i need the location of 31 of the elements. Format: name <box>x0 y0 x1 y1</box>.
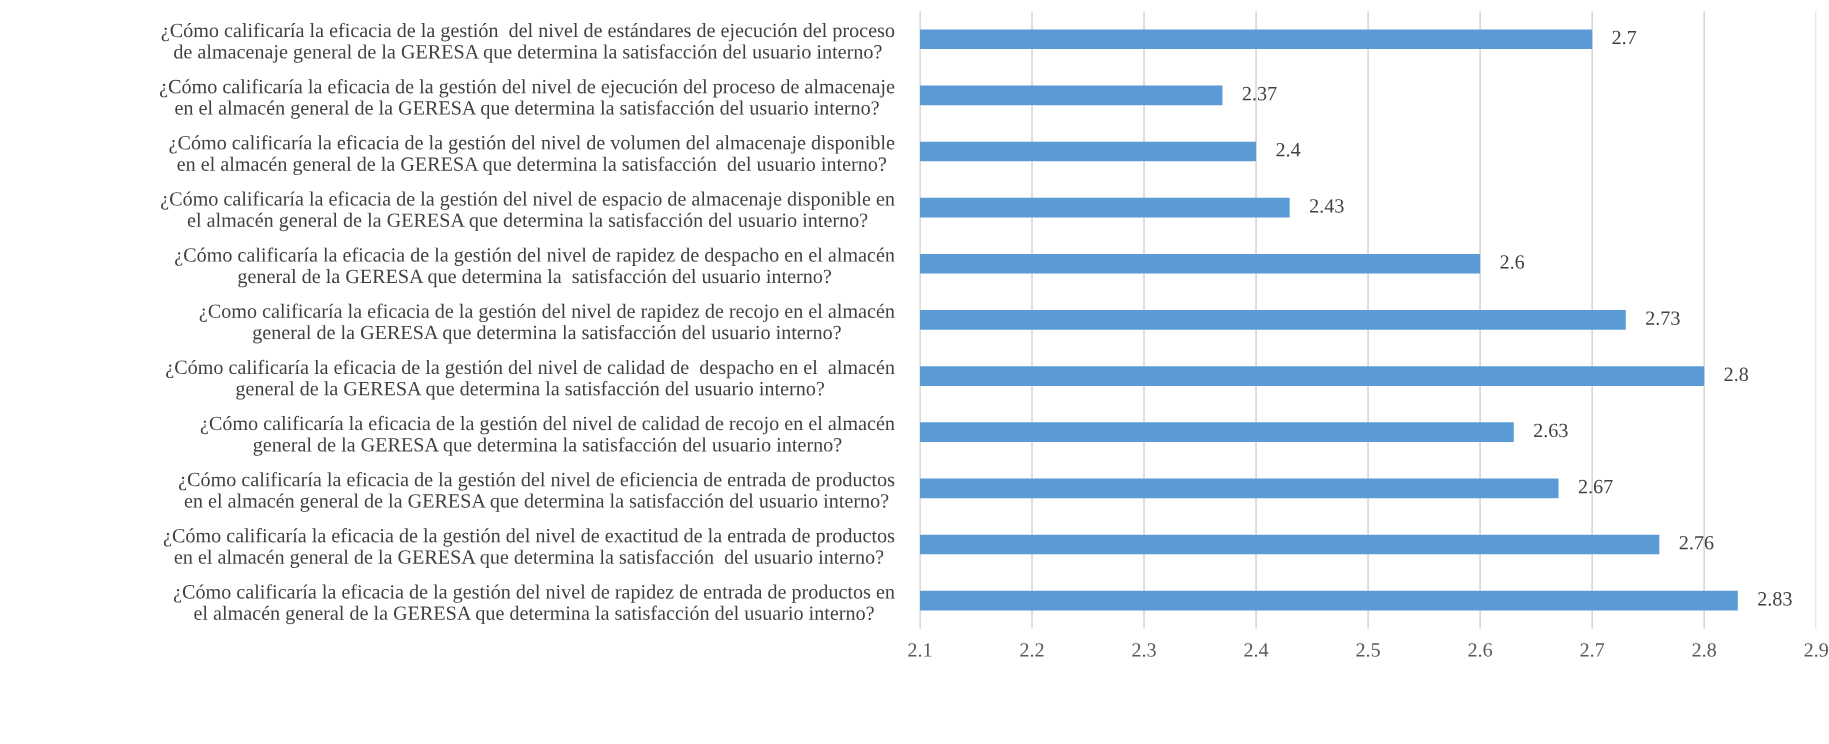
y-tick-label: ¿Cómo calificaría la eficacia de la gestión del nivel de eficiencia de entrada de productos en el almacén general de la GERESA que determina la satisfacción del usuario interno? <box>178 471 895 512</box>
data-label: 2.67 <box>1578 479 1613 494</box>
y-tick-label: ¿Cómo calificaría la eficacia de la gestión del nivel de rapidez de entrada de productos en el almacén general de la GERESA que determina la satisfacción del usuario interno? <box>173 584 895 625</box>
data-label: 2.76 <box>1679 535 1714 550</box>
y-tick-label: ¿Cómo calificaría la eficacia de la gestión del nivel de calidad de recojo en el almacén general de la GERESA que determina la satisfacción del usuario interno? <box>200 415 895 456</box>
data-label: 2.63 <box>1534 423 1568 438</box>
data-label: 2.8 <box>1724 367 1749 382</box>
y-tick-label: ¿Cómo calificaría la eficacia de la gestión del nivel de calidad de despacho en el almacén general de la GERESA que determina la satisfacción del usuario interno? <box>166 359 895 400</box>
x-tick-label: 2.6 <box>1468 643 1493 657</box>
y-tick-label: ¿Cómo calificaría la eficacia de la gestión del nivel de espacio de almacenaje disponible en el almacén general de la GERESA que determina la satisfacción del usuario interno? <box>161 191 895 232</box>
data-label: 2.37 <box>1242 86 1277 101</box>
x-tick-label: 2.1 <box>908 643 932 657</box>
data-label: 2.6 <box>1500 255 1525 269</box>
y-tick-label: ¿Cómo calificaría la eficacia de la gestión del nivel de exactitud de la entrada de productos en el almacén general de la GERESA que determina la satisfacción del usuario interno? <box>163 528 895 569</box>
data-label: 2.7 <box>1612 30 1637 45</box>
data-label: 2.4 <box>1276 143 1301 157</box>
y-tick-label: ¿Cómo calificaría la eficacia de la gestión del nivel de ejecución del proceso de almacenaje en el almacén general de la GERESA que determina la satisfacción del usuario interno? <box>159 79 895 119</box>
data-label: 2.73 <box>1646 311 1680 326</box>
y-tick-label: ¿Como calificaría la eficacia de la gestión del nivel de rapidez de recojo en el almacén general de la GERESA que determina la satisfacción del usuario interno? <box>199 303 895 344</box>
x-tick-label: 2.5 <box>1356 643 1380 657</box>
y-tick-label: ¿Cómo calificaría la eficacia de la gestión del nivel de estándares de ejecución del proceso de almacenaje general de la GERESA que determina la satisfacción del usuario interno? <box>161 22 895 63</box>
data-label: 2.43 <box>1310 199 1344 213</box>
x-tick-label: 2.3 <box>1132 643 1156 657</box>
y-tick-label: ¿Cómo calificaría la eficacia de la gestión del nivel de volumen del almacenaje disponible en el almacén general de la GERESA que determina la satisfacción del usuario interno? <box>169 135 895 176</box>
x-tick-label: 2.2 <box>1020 643 1044 657</box>
data-label: 2.83 <box>1758 592 1792 606</box>
x-tick-label: 2.7 <box>1580 643 1605 657</box>
x-tick-label: 2.4 <box>1244 643 1269 657</box>
x-tick-label: 2.9 <box>1804 643 1828 657</box>
x-tick-label: 2.8 <box>1692 643 1716 657</box>
y-tick-label: ¿Cómo calificaría la eficacia de la gestión del nivel de rapidez de despacho en el almacén general de la GERESA que determina la satisfacción del usuario interno? <box>175 247 895 288</box>
